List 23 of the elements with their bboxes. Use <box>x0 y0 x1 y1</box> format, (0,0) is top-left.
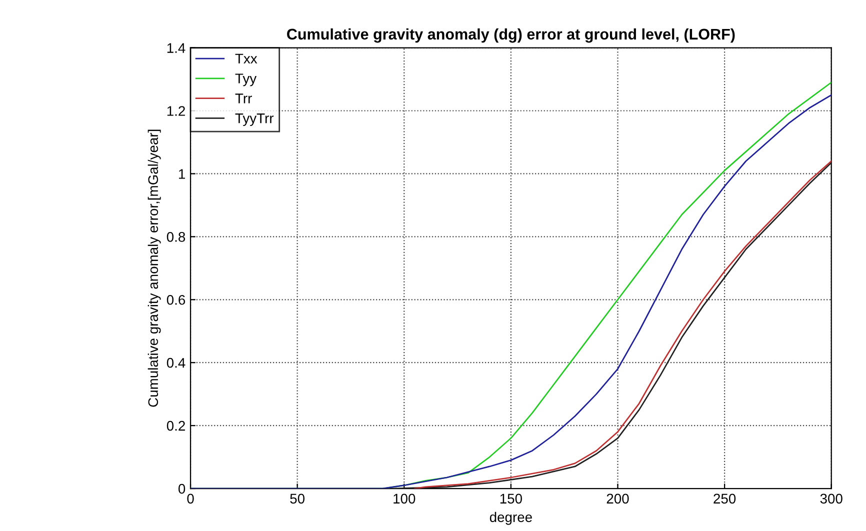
y-tick-label: 1 <box>178 169 185 179</box>
x-axis-title: degree <box>490 512 532 525</box>
chart-title: Cumulative gravity anomaly (dg) error at ground level, (LORF) <box>287 28 735 43</box>
x-tick-label: 200 <box>606 494 629 504</box>
y-tick-label: 0.6 <box>166 294 186 305</box>
legend-label: Trr <box>235 94 252 104</box>
x-tick-label: 300 <box>820 494 842 504</box>
y-tick-label: 0.2 <box>166 420 185 431</box>
x-tick-label: 100 <box>394 494 416 504</box>
y-tick-label: 0.8 <box>166 232 186 242</box>
x-tick-label: 0 <box>187 494 194 504</box>
legend-label: Tyy <box>235 74 257 86</box>
legend-label: Txx <box>235 54 258 64</box>
legend-label: TyyTrr <box>235 114 274 126</box>
y-tick-label: 0.4 <box>166 358 186 368</box>
y-tick-label: 1.2 <box>167 106 185 116</box>
y-axis-title: Cumulative gravity anomaly error,[mGal/year] <box>148 130 161 407</box>
y-tick-label: 1.4 <box>167 43 186 53</box>
x-tick-label: 150 <box>500 494 522 504</box>
x-tick-label: 250 <box>714 494 736 504</box>
line-series <box>414 160 832 489</box>
x-tick-label: 50 <box>290 494 305 504</box>
y-tick-label: 0 <box>178 484 186 494</box>
